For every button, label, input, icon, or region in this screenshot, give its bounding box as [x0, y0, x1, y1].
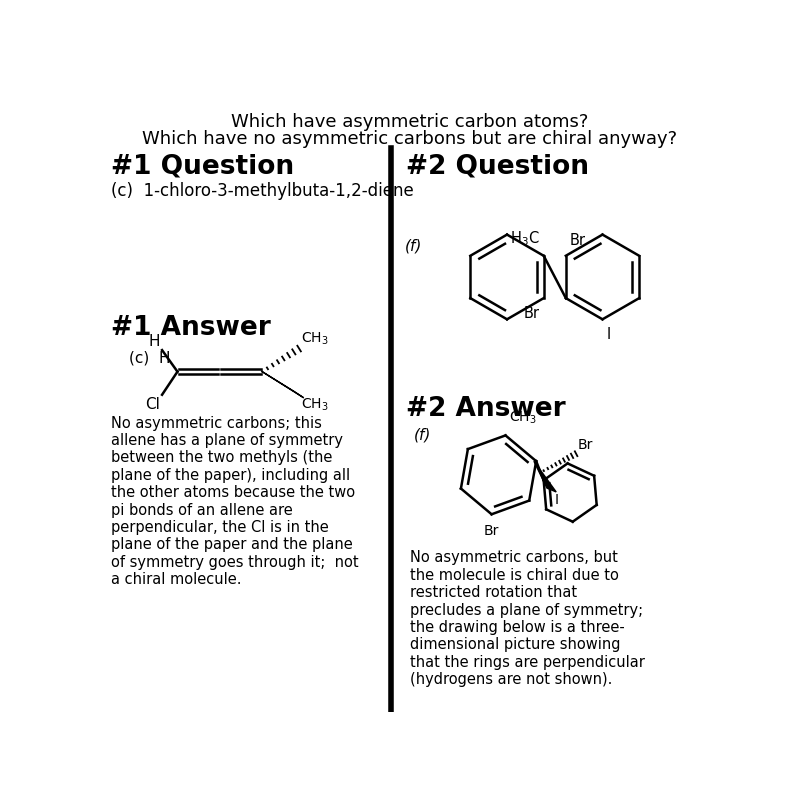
Text: #2 Question: #2 Question [406, 154, 589, 180]
Text: (f): (f) [405, 238, 422, 254]
Text: Cl: Cl [145, 397, 160, 412]
Text: I: I [606, 327, 610, 342]
Text: H$_3$C: H$_3$C [510, 230, 540, 248]
Text: #1 Answer: #1 Answer [111, 315, 271, 342]
Text: No asymmetric carbons; this
allene has a plane of symmetry
between the two methy: No asymmetric carbons; this allene has a… [111, 415, 359, 587]
Text: Br: Br [484, 523, 499, 538]
Text: (c)  1-chloro-3-methylbuta-1,2-diene: (c) 1-chloro-3-methylbuta-1,2-diene [111, 182, 414, 200]
Polygon shape [534, 461, 556, 492]
Text: #1 Question: #1 Question [111, 154, 294, 180]
Text: No asymmetric carbons, but
the molecule is chiral due to
restricted rotation tha: No asymmetric carbons, but the molecule … [410, 550, 645, 687]
Text: Br: Br [570, 233, 586, 248]
Text: I: I [554, 494, 558, 507]
Text: Br: Br [578, 438, 593, 452]
Text: Br: Br [524, 306, 540, 321]
Text: #2 Answer: #2 Answer [406, 396, 566, 422]
Polygon shape [262, 372, 304, 398]
Text: CH$_3$: CH$_3$ [510, 410, 537, 426]
Text: (c)  H: (c) H [129, 350, 170, 365]
Text: CH$_3$: CH$_3$ [302, 397, 329, 414]
Text: CH$_3$: CH$_3$ [302, 330, 329, 347]
Text: H: H [148, 334, 160, 349]
Text: Which have asymmetric carbon atoms?: Which have asymmetric carbon atoms? [231, 113, 589, 131]
Text: Which have no asymmetric carbons but are chiral anyway?: Which have no asymmetric carbons but are… [142, 130, 678, 148]
Text: (f): (f) [414, 427, 431, 442]
